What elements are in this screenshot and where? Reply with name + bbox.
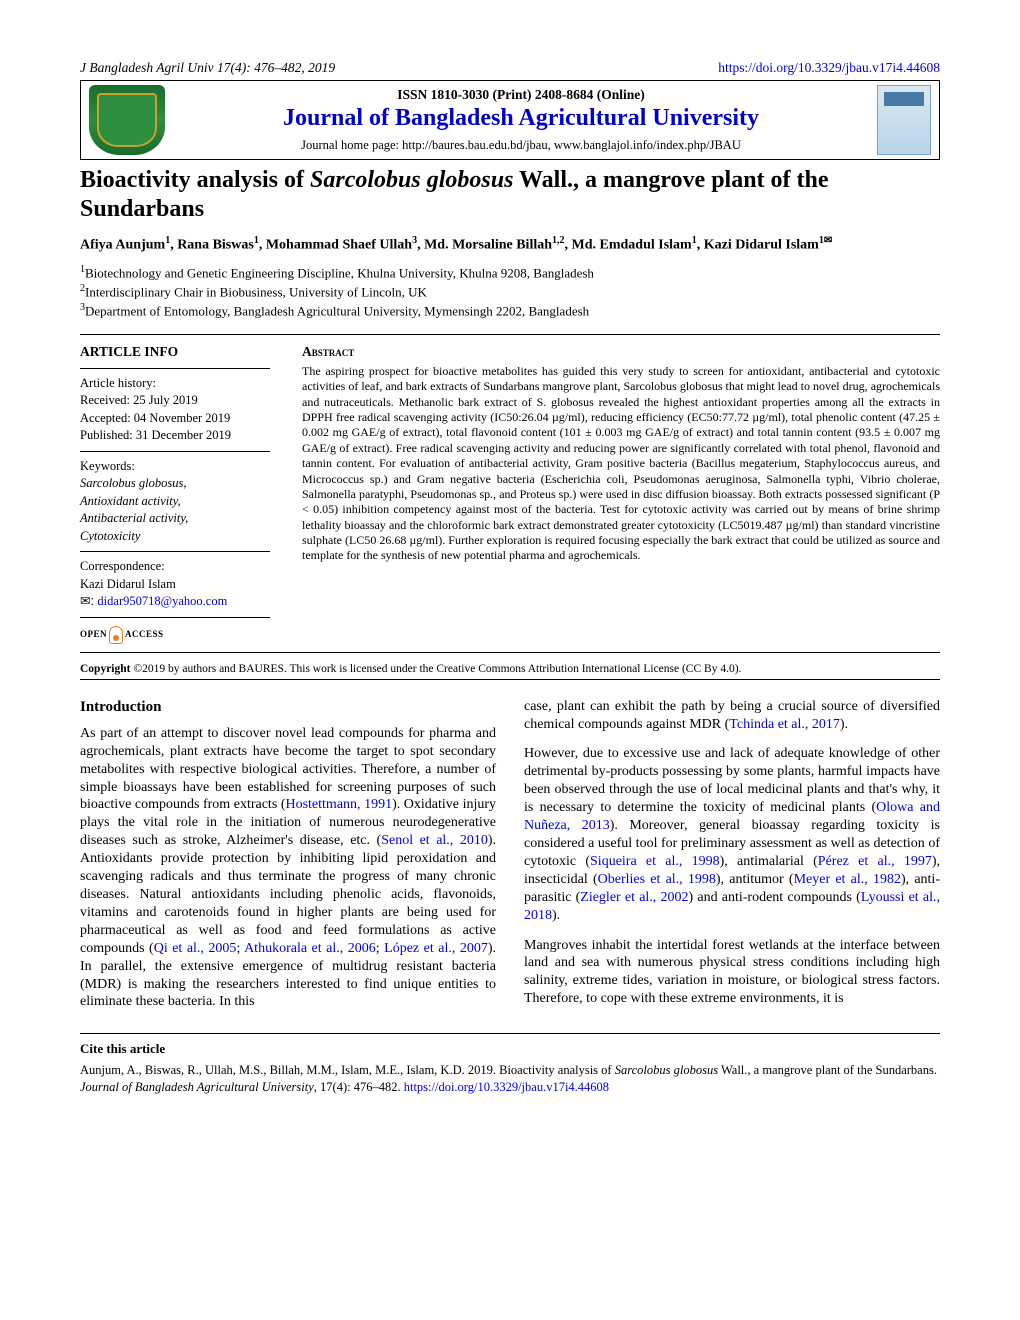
journal-reference: J Bangladesh Agril Univ 17(4): 476–482, … [80, 60, 335, 76]
oa-access-text: ACCESS [125, 628, 164, 641]
received-date: Received: 25 July 2019 [80, 392, 270, 410]
title-text-pre: Bioactivity analysis of [80, 167, 310, 193]
journal-home-page: Journal home page: http://baures.bau.edu… [165, 138, 877, 153]
article-title: Bioactivity analysis of Sarcolobus globo… [80, 166, 940, 224]
journal-banner: ISSN 1810-3030 (Print) 2408-8684 (Online… [80, 80, 940, 160]
intro-paragraph-1: As part of an attempt to discover novel … [80, 725, 496, 1012]
open-access-icon [109, 626, 123, 644]
correspondence-label: Correspondence: [80, 558, 270, 576]
correspondence-email[interactable]: didar950718@yahoo.com [97, 594, 227, 608]
cite-heading: Cite this article [80, 1040, 940, 1058]
ref-senol[interactable]: Senol et al., 2010 [381, 833, 488, 848]
affiliations: 1Biotechnology and Genetic Engineering D… [80, 263, 940, 320]
ref-siqueira[interactable]: Siqueira et al., 1998 [590, 854, 720, 869]
ref-lopez[interactable]: López et al., 2007 [384, 941, 488, 956]
cite-doi-link[interactable]: https://doi.org/10.3329/jbau.v17i4.44608 [404, 1080, 609, 1094]
secondary-logo [877, 85, 931, 155]
intro-paragraph-1-cont: case, plant can exhibit the path by bein… [524, 698, 940, 734]
authors-list: Afiya Aunjum1, Rana Biswas1, Mohammad Sh… [80, 234, 940, 256]
cite-this-article: Cite this article Aunjum, A., Biswas, R.… [80, 1033, 940, 1095]
open-access-badge: OPEN ACCESS [80, 626, 270, 644]
ref-tchinda[interactable]: Tchinda et al., 2017 [729, 717, 840, 732]
ref-ziegler[interactable]: Ziegler et al., 2002 [580, 890, 688, 905]
abstract-heading: Abstract [302, 343, 940, 360]
university-logo [89, 85, 165, 155]
ref-athukorala[interactable]: Athukorala et al., 2006 [244, 941, 376, 956]
title-scientific-name: Sarcolobus globosus [310, 167, 513, 193]
doi-link[interactable]: https://doi.org/10.3329/jbau.v17i4.44608 [718, 60, 940, 76]
article-history-label: Article history: [80, 375, 270, 393]
keywords-label: Keywords: [80, 458, 270, 476]
journal-name: Journal of Bangladesh Agricultural Unive… [165, 105, 877, 132]
ref-qi[interactable]: Qi et al., 2005 [154, 941, 237, 956]
intro-paragraph-2: However, due to excessive use and lack o… [524, 745, 940, 924]
left-body-column: Introduction As part of an attempt to di… [80, 698, 496, 1012]
abstract-text: The aspiring prospect for bioactive meta… [302, 364, 940, 564]
envelope-icon: ✉: [80, 594, 97, 608]
citation-text: Aunjum, A., Biswas, R., Ullah, M.S., Bil… [80, 1062, 940, 1096]
affiliation-1: 1Biotechnology and Genetic Engineering D… [80, 263, 940, 282]
issn-line: ISSN 1810-3030 (Print) 2408-8684 (Online… [165, 87, 877, 103]
correspondence-name: Kazi Didarul Islam [80, 576, 270, 594]
affiliation-3: 3Department of Entomology, Bangladesh Ag… [80, 301, 940, 320]
ref-meyer[interactable]: Meyer et al., 1982 [794, 872, 901, 887]
keywords-list: Sarcolobus globosus, Antioxidant activit… [80, 475, 270, 545]
right-body-column: case, plant can exhibit the path by bein… [524, 698, 940, 1012]
article-info-heading: ARTICLE INFO [80, 343, 270, 362]
abstract-column: Abstract The aspiring prospect for bioac… [302, 343, 940, 644]
ref-hostettmann[interactable]: Hostettmann, 1991 [285, 797, 392, 812]
intro-paragraph-3: Mangroves inhabit the intertidal forest … [524, 937, 940, 1009]
oa-open-text: OPEN [80, 628, 107, 641]
ref-perez[interactable]: Pérez et al., 1997 [818, 854, 932, 869]
accepted-date: Accepted: 04 November 2019 [80, 410, 270, 428]
copyright-line: Copyright Copyright ©2019 by authors and… [80, 659, 940, 680]
article-info-abstract-box: ARTICLE INFO Article history: Received: … [80, 334, 940, 653]
ref-oberlies[interactable]: Oberlies et al., 1998 [598, 872, 716, 887]
published-date: Published: 31 December 2019 [80, 427, 270, 445]
introduction-heading: Introduction [80, 698, 496, 717]
affiliation-2: 2Interdisciplinary Chair in Biobusiness,… [80, 282, 940, 301]
article-info-column: ARTICLE INFO Article history: Received: … [80, 343, 270, 644]
body-columns: Introduction As part of an attempt to di… [80, 698, 940, 1012]
